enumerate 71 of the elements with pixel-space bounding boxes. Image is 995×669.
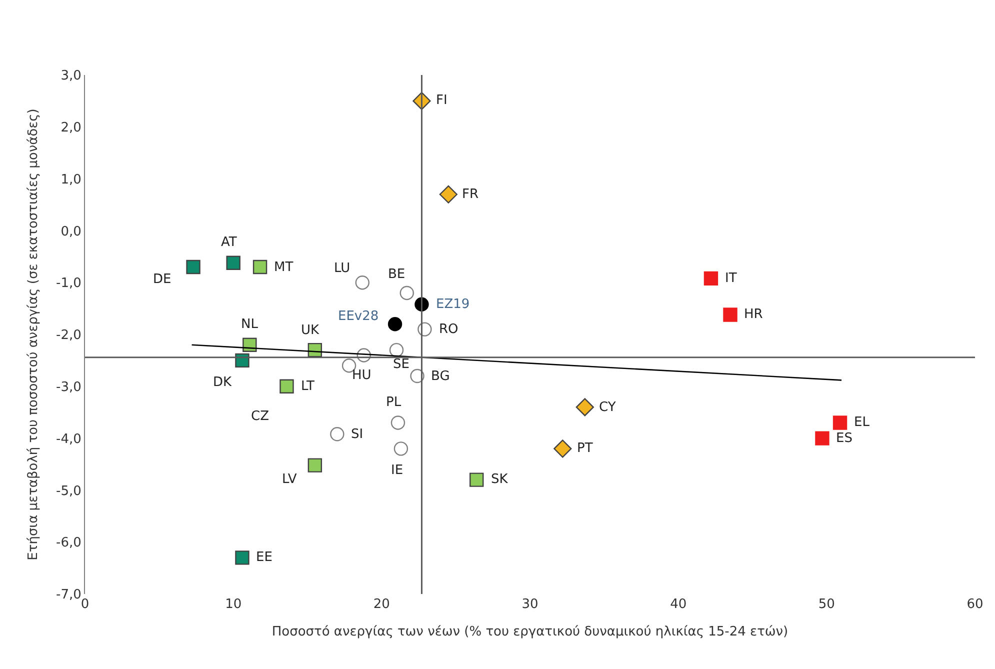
annotation: BG xyxy=(431,369,450,384)
annotation: LU xyxy=(334,261,350,276)
annotation: EL xyxy=(854,415,870,430)
x-tick-label: 0 xyxy=(80,597,90,612)
y-tick-label: -6,0 xyxy=(56,536,82,551)
point xyxy=(394,442,408,456)
point xyxy=(439,185,458,204)
x-tick-label: 50 xyxy=(818,597,835,612)
point xyxy=(308,458,322,472)
y-tick-label: -7,0 xyxy=(56,588,82,603)
point xyxy=(330,427,344,442)
point xyxy=(554,440,572,458)
annotation: FR xyxy=(462,187,479,202)
point xyxy=(400,286,414,300)
y-tick-label: 2,0 xyxy=(60,120,82,136)
annotation: SI xyxy=(351,427,364,442)
annotation: DK xyxy=(213,375,232,390)
annotation: SK xyxy=(491,472,508,487)
x-tick-label: 20 xyxy=(373,597,390,612)
y-tick-label: -3,0 xyxy=(56,380,82,395)
annotation: MT xyxy=(274,260,294,275)
annotation: RO xyxy=(439,322,458,337)
annotation: BE xyxy=(388,267,406,282)
annotation: SE xyxy=(393,357,410,372)
annotation: EE xyxy=(256,550,272,565)
point xyxy=(388,317,402,332)
annotation: UK xyxy=(301,323,320,338)
point xyxy=(576,398,594,416)
point xyxy=(723,308,738,322)
annotation: AT xyxy=(221,235,237,250)
annotation: PT xyxy=(577,441,593,456)
annotation: LT xyxy=(301,379,314,394)
y-tick-label: -4,0 xyxy=(56,432,82,447)
y-tick-label: -2,0 xyxy=(56,328,82,344)
annotation: LV xyxy=(282,472,297,487)
annotation: CZ xyxy=(251,409,270,424)
point xyxy=(470,472,484,487)
point xyxy=(226,256,240,270)
x-tick-label: 30 xyxy=(522,597,538,612)
x-tick-label: 10 xyxy=(225,597,242,612)
x-tick-label: 60 xyxy=(966,597,984,612)
annotation: DE xyxy=(153,272,172,287)
x-axis-title: Ποσοστό ανεργίας των νέων (% του εργατικού δυναμικού ηλικίας 15-24 ετών) xyxy=(272,624,788,640)
x-tick-label: 40 xyxy=(670,597,687,612)
y-tick-label: 3,0 xyxy=(60,68,82,84)
annotation: CY xyxy=(599,400,616,415)
annotation: IE xyxy=(391,463,404,478)
point xyxy=(252,260,268,274)
point xyxy=(280,379,294,394)
annotation: HU xyxy=(352,368,372,383)
point xyxy=(235,550,250,565)
annotation: PL xyxy=(386,395,402,410)
y-axis-title: Ετήσια μεταβολή του ποσοστού ανεργίας (σε εκατοστιαίες μονάδες) xyxy=(26,108,41,560)
point xyxy=(815,431,830,446)
annotation: HR xyxy=(744,307,763,322)
point xyxy=(186,260,200,274)
point xyxy=(389,342,404,358)
point xyxy=(832,416,848,430)
point xyxy=(704,271,718,286)
point xyxy=(390,416,406,430)
annotation: EZ19 xyxy=(436,297,470,312)
annotation: EEv28 xyxy=(338,309,379,324)
annotation: ES xyxy=(836,431,852,446)
y-tick-label: -5,0 xyxy=(56,484,82,499)
y-tick-label: 0,0 xyxy=(60,224,82,240)
annotation: IT xyxy=(725,271,737,286)
y-tick-label: -1,0 xyxy=(56,276,82,292)
y-tick-label: 1,0 xyxy=(60,172,82,188)
annotation: NL xyxy=(241,317,259,332)
point xyxy=(355,276,370,290)
annotation: FI xyxy=(436,93,448,108)
